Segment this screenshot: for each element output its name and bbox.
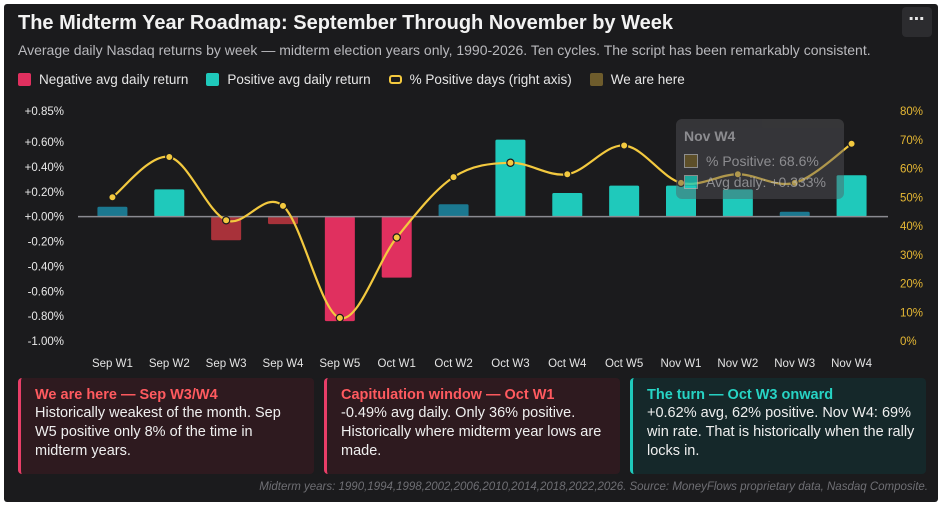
chart-subtitle: Average daily Nasdaq returns by week — m… xyxy=(18,42,871,58)
legend-swatch-negative xyxy=(18,73,31,86)
panel-body: -0.49% avg daily. Only 36% positive. His… xyxy=(341,405,602,459)
positive-days-point xyxy=(108,193,117,202)
bar xyxy=(324,216,355,322)
y-right-tick-label: 10% xyxy=(900,307,923,319)
legend: Negative avg daily return Positive avg d… xyxy=(18,72,703,87)
panel-title: We are here — Sep W3/W4 xyxy=(35,387,218,403)
bar xyxy=(381,216,412,278)
positive-days-point xyxy=(790,178,799,188)
panel-capitulation: Capitulation window — Oct W1 -0.49% avg … xyxy=(324,378,620,474)
positive-days-point xyxy=(563,170,572,179)
legend-label-negative: Negative avg daily return xyxy=(39,72,189,87)
tooltip-row-avg: Avg daily: +0.333% xyxy=(684,174,826,190)
y-right-tick-label: 30% xyxy=(900,250,923,262)
panel-body: Historically weakest of the month. Sep W… xyxy=(35,405,281,459)
positive-days-point xyxy=(449,172,458,182)
legend-item-we-are-here[interactable]: We are here xyxy=(589,72,685,87)
panel-the-turn: The turn — Oct W3 onward +0.62% avg, 62%… xyxy=(630,378,926,474)
panel-we-are-here: We are here — Sep W3/W4 Historically wea… xyxy=(18,378,314,474)
positive-days-point xyxy=(278,201,288,211)
bar xyxy=(552,193,583,217)
legend-item-positive[interactable]: Positive avg daily return xyxy=(206,72,371,87)
positive-days-point xyxy=(165,152,174,162)
x-tick-label: Sep W2 xyxy=(149,358,190,370)
y-right-tick-label: 0% xyxy=(900,336,917,348)
x-tick-label: Oct W2 xyxy=(434,358,472,370)
footnote: Midterm years: 1990,1994,1998,2002,2006,… xyxy=(259,481,928,493)
chart-plot: +0.85% +0.60% +0.40% +0.20% +0.00% -0.20% -0.4… xyxy=(25,106,923,370)
positive-days-point xyxy=(506,158,515,167)
legend-swatch-we-are-here xyxy=(589,73,603,86)
y-left-tick-label: +0.60% xyxy=(25,137,64,149)
bar xyxy=(495,139,526,217)
more-options-button[interactable]: ⋯ xyxy=(902,7,932,37)
positive-days-point xyxy=(847,139,856,148)
y-right-tick-label: 50% xyxy=(900,192,923,204)
legend-item-negative[interactable]: Negative avg daily return xyxy=(18,72,188,87)
bar xyxy=(268,216,298,225)
x-tick-label: Oct W3 xyxy=(491,358,529,370)
positive-days-point xyxy=(392,233,401,242)
bar xyxy=(609,185,640,217)
tooltip-title: Nov W4 xyxy=(684,128,736,144)
bar xyxy=(438,204,469,217)
x-tick-label: Sep W4 xyxy=(263,358,305,370)
positive-days-point xyxy=(221,216,231,225)
legend-label-we-are-here: We are here xyxy=(610,72,685,87)
legend-swatch-positive xyxy=(206,73,220,86)
tooltip-swatch-avg xyxy=(684,175,698,189)
bar xyxy=(154,189,185,217)
x-tick-label: Oct W5 xyxy=(605,358,643,370)
y-left-tick-label: -0.60% xyxy=(28,286,64,298)
y-left-tick-label: +0.40% xyxy=(25,162,64,174)
bar xyxy=(666,185,696,217)
x-tick-label: Nov W1 xyxy=(661,358,702,370)
legend-swatch-positive-days xyxy=(388,73,402,86)
chart-card: The Midterm Year Roadmap: September Thro… xyxy=(4,4,938,502)
y-left-tick-label: +0.85% xyxy=(25,106,64,118)
y-left-tick-label: +0.20% xyxy=(25,187,64,199)
positive-days-point xyxy=(619,141,629,150)
x-tick-label: Sep W5 xyxy=(319,358,360,370)
tooltip-swatch-positive xyxy=(684,154,698,168)
x-tick-label: Nov W2 xyxy=(717,358,758,370)
bar xyxy=(836,175,867,217)
bar xyxy=(722,189,753,217)
positive-days-point xyxy=(733,170,743,179)
x-tick-label: Oct W4 xyxy=(548,358,587,370)
chart-title: The Midterm Year Roadmap: September Thro… xyxy=(18,12,673,34)
x-tick-label: Sep W3 xyxy=(206,358,247,370)
bar xyxy=(779,211,810,217)
x-tick-label: Sep W1 xyxy=(92,358,133,370)
y-right-tick-label: 40% xyxy=(900,221,923,233)
tooltip-avg-text: Avg daily: +0.333% xyxy=(706,174,826,190)
legend-label-positive-days: % Positive days (right axis) xyxy=(409,72,572,87)
y-left-tick-label: -1.00% xyxy=(28,336,64,348)
bar xyxy=(97,206,128,217)
y-right-tick-label: 70% xyxy=(900,135,923,147)
legend-label-positive: Positive avg daily return xyxy=(227,72,371,87)
y-right-tick-label: 80% xyxy=(900,106,923,118)
x-tick-label: Nov W4 xyxy=(831,358,873,370)
legend-item-positive-days[interactable]: % Positive days (right axis) xyxy=(388,72,572,87)
hover-tooltip: Nov W4 % Positive: 68.6% Avg daily: +0.3… xyxy=(676,119,844,199)
panel-title: The turn — Oct W3 onward xyxy=(647,387,834,403)
y-left-tick-label: -0.80% xyxy=(28,311,64,323)
y-right-tick-label: 60% xyxy=(900,164,923,176)
tooltip-row-positive: % Positive: 68.6% xyxy=(684,153,819,169)
bar xyxy=(211,216,242,241)
y-left-tick-label: -0.40% xyxy=(28,261,64,273)
x-tick-label: Nov W3 xyxy=(774,358,815,370)
tooltip-positive-text: % Positive: 68.6% xyxy=(706,153,819,169)
y-right-tick-label: 20% xyxy=(900,279,923,291)
panel-body: +0.62% avg, 62% positive. Nov W4: 69% wi… xyxy=(647,405,915,459)
panel-title: Capitulation window — Oct W1 xyxy=(341,387,555,403)
positive-days-point xyxy=(335,313,345,323)
y-left-tick-label: -0.20% xyxy=(28,237,64,249)
x-tick-label: Oct W1 xyxy=(378,358,416,370)
y-left-tick-label: +0.00% xyxy=(25,212,64,224)
